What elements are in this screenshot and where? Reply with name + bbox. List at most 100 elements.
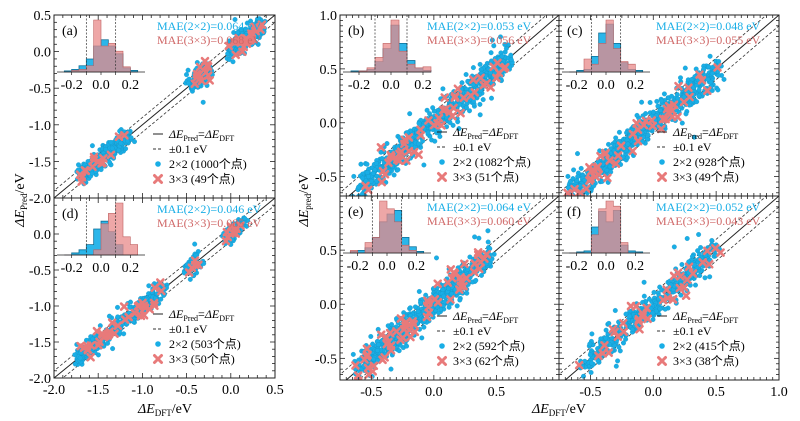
point-3x3 (570, 184, 579, 194)
point-3x3 (92, 326, 102, 336)
point-2x2 (185, 67, 191, 73)
legend-2x2-label: 2×2 (592个点) (453, 339, 525, 353)
point-2x2 (479, 272, 484, 278)
point-3x3 (628, 129, 638, 139)
inset-tick-label: -0.2 (61, 261, 83, 276)
point-3x3 (492, 73, 501, 83)
point-2x2 (565, 185, 571, 190)
point-2x2 (476, 235, 482, 241)
point-2x2 (128, 299, 133, 305)
point-2x2 (432, 138, 438, 144)
point-3x3 (613, 151, 623, 160)
mae-2x2-text: MAE(2×2)=0.064 eV (427, 200, 532, 214)
point-3x3 (190, 79, 200, 89)
point-3x3 (157, 286, 166, 296)
legend-identity-label: ΔEPred=ΔEDFT (672, 125, 738, 141)
point-2x2 (415, 308, 421, 314)
point-2x2 (613, 135, 619, 141)
mae-2x2-text: MAE(2×2)=0.048 eV (656, 19, 761, 33)
point-3x3 (656, 124, 666, 134)
point-2x2 (449, 291, 455, 297)
point-3x3 (363, 350, 372, 360)
point-3x3 (384, 158, 393, 168)
point-3x3 (380, 353, 389, 362)
inset-tick-label: -0.2 (61, 78, 83, 93)
point-2x2 (95, 199, 100, 204)
point-2x2 (647, 100, 653, 105)
point-3x3 (469, 267, 479, 277)
point-3x3 (669, 100, 679, 110)
point-2x2 (181, 270, 187, 276)
legend: ΔEPred=ΔEDFT±0.1 eV2×2 (1082个点)3×3 (51个点… (437, 125, 531, 184)
point-3x3 (184, 268, 194, 277)
point-2x2 (702, 275, 708, 281)
point-3x3 (608, 325, 618, 334)
tolerance-line (577, 206, 779, 380)
point-2x2 (588, 370, 594, 375)
legend-3x3-marker-icon (437, 172, 447, 182)
point-2x2 (684, 236, 690, 241)
point-3x3 (410, 327, 420, 337)
point-2x2 (464, 290, 470, 296)
point-3x3 (404, 146, 414, 156)
mae-3x3-text: MAE(3×3)=0.068 eV (157, 33, 262, 47)
panel-label: (e) (348, 205, 364, 220)
point-2x2 (578, 165, 584, 171)
point-3x3 (80, 166, 90, 175)
point-3x3 (662, 285, 672, 294)
x-axis-label-right: ΔEDFT/eV (531, 402, 586, 418)
inset-tick-label: 0.2 (414, 78, 432, 93)
point-3x3 (631, 302, 641, 311)
point-2x2 (487, 70, 493, 76)
legend-2x2-label: 2×2 (415个点) (673, 339, 745, 353)
legend: ΔEPred=ΔEDFT±0.1 eV2×2 (503个点)3×3 (50个点) (153, 307, 241, 366)
tolerance-line (54, 198, 267, 372)
x-axis-label-left: ΔEDFT/eV (137, 402, 192, 418)
point-2x2 (508, 57, 514, 63)
point-2x2 (695, 248, 701, 254)
point-3x3 (446, 295, 455, 304)
y-tick-label: 0.0 (320, 117, 338, 132)
point-2x2 (489, 37, 495, 43)
inset-tick-label: -0.2 (348, 78, 370, 93)
point-3x3 (361, 181, 370, 191)
point-2x2 (715, 72, 721, 78)
x-tick-label: 0.0 (425, 385, 443, 400)
inset-histogram: -0.2 0.0 0.2 (562, 15, 650, 93)
point-3x3 (633, 136, 643, 146)
point-2x2 (127, 304, 133, 310)
legend-3x3-marker-icon (657, 172, 667, 182)
point-2x2 (616, 344, 622, 350)
x-tick-label: -1.0 (131, 383, 153, 398)
point-2x2 (118, 140, 124, 146)
y-tick-label: -1.0 (29, 119, 51, 134)
point-3x3 (231, 50, 241, 60)
point-2x2 (661, 91, 667, 97)
legend-3x3-label: 3×3 (49个点) (169, 172, 235, 186)
point-2x2 (440, 86, 446, 92)
panel-b: 1.0 0.5 0.0 -0.5 (b) MAE(2×2)=0.053 eVMAE(3×3… (315, 9, 560, 197)
point-2x2 (441, 293, 447, 299)
point-2x2 (459, 80, 465, 86)
inset-histogram: -0.2 0.0 0.2 (343, 15, 432, 93)
y-tick-label: 0.0 (34, 46, 52, 61)
y-tick-label: -0.5 (29, 82, 51, 97)
point-3x3 (684, 262, 694, 272)
point-3x3 (711, 244, 720, 253)
point-2x2 (115, 304, 120, 310)
point-3x3 (698, 257, 707, 267)
point-2x2 (200, 99, 206, 105)
point-2x2 (464, 105, 469, 110)
point-2x2 (110, 346, 116, 352)
point-2x2 (463, 72, 469, 77)
point-2x2 (108, 139, 114, 145)
point-3x3 (89, 155, 99, 165)
point-2x2 (693, 282, 698, 288)
mae-2x2-text: MAE(2×2)=0.046 eV (157, 202, 262, 216)
point-2x2 (472, 234, 478, 240)
point-3x3 (594, 351, 603, 361)
mae-3x3-text: MAE(3×3)=0.060 eV (427, 214, 532, 228)
point-2x2 (707, 274, 713, 280)
point-3x3 (396, 314, 406, 323)
point-3x3 (450, 93, 460, 102)
